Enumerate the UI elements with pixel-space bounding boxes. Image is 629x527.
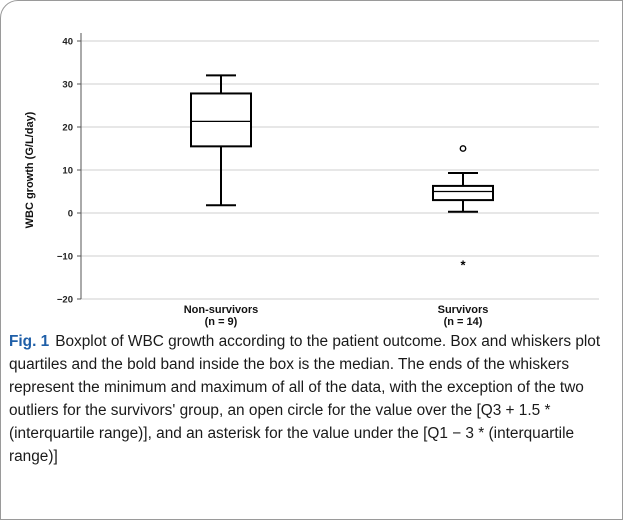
category-labels: Non-survivors(n = 9) Survivors(n = 14) bbox=[184, 304, 489, 328]
figure-caption: Fig. 1 Boxplot of WBC growth according to… bbox=[9, 330, 617, 468]
y-tick-label: 30 bbox=[62, 80, 73, 91]
non-survivorscategory-label: Non-survivors bbox=[184, 304, 259, 316]
survivorssample-size-label: (n = 14) bbox=[444, 316, 483, 328]
grid-lines bbox=[81, 40, 599, 300]
caption-text: Boxplot of WBC growth according to the p… bbox=[9, 333, 601, 465]
y-tick-label: 10 bbox=[62, 166, 73, 177]
figure-card: 40 30 20 10 0 −10 −20 * Non-survivors (n = 9) Su… bbox=[0, 0, 623, 520]
y-axis: 40 30 20 10 0 −10 −20 bbox=[57, 33, 82, 306]
non-survivorsiqr-box bbox=[190, 92, 252, 148]
survivorscategory-label: Survivors bbox=[438, 304, 489, 316]
y-tick-label: 20 bbox=[62, 123, 73, 134]
survivorsiqr-box bbox=[432, 184, 494, 202]
survivorsoutlier-circle bbox=[459, 145, 467, 152]
figure-label: Fig. 1 bbox=[9, 333, 50, 350]
y-tick-label: 0 bbox=[68, 209, 73, 220]
non-survivorssample-size-label: (n = 9) bbox=[205, 316, 238, 328]
y-tick-label: −20 bbox=[57, 295, 73, 306]
survivorsoutlier-asterisk: * bbox=[460, 258, 466, 273]
boxplot-chart: 40 30 20 10 0 −10 −20 * Non-survivors(n = 9) Su… bbox=[24, 33, 599, 328]
boxes: * bbox=[190, 74, 494, 273]
y-axis-title: WBC growth (G/L/day) bbox=[24, 111, 36, 228]
y-tick-label: −10 bbox=[57, 252, 73, 263]
y-tick-label: 40 bbox=[62, 37, 73, 48]
